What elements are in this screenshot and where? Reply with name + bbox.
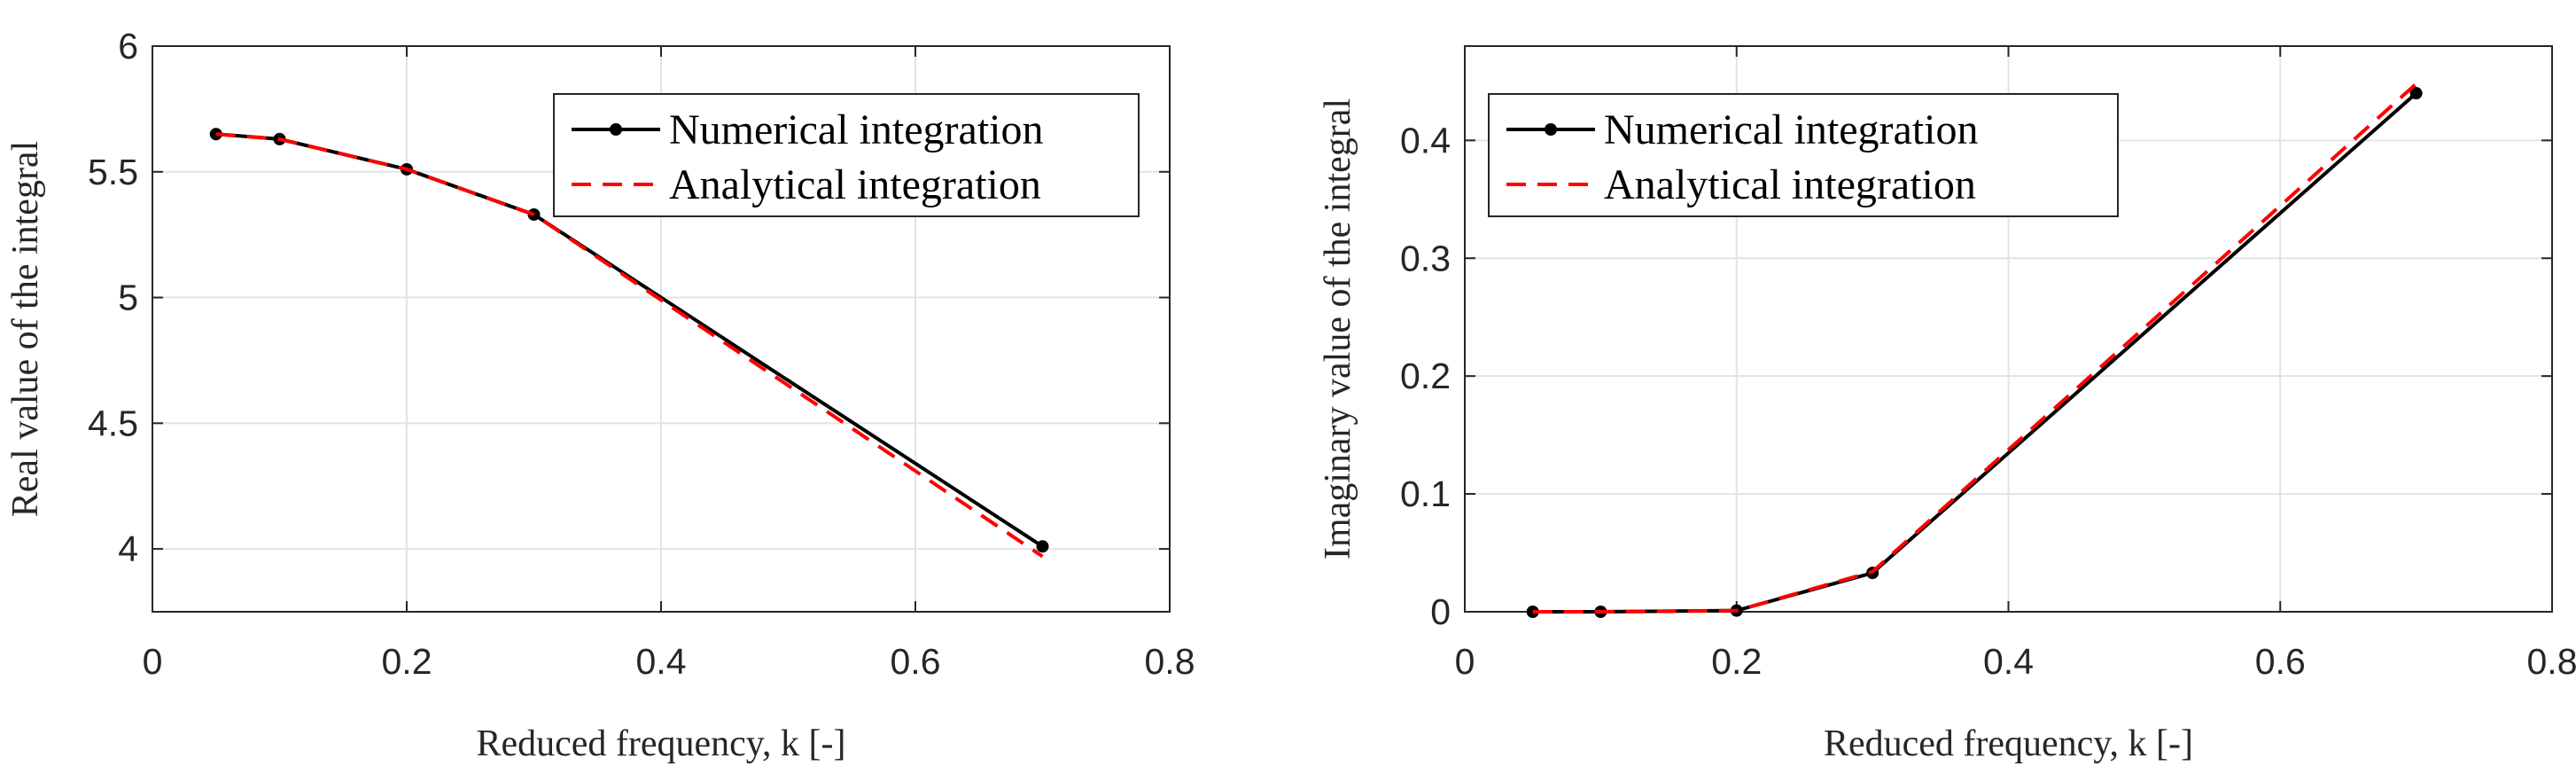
x-tick-label: 0.8 [1145,641,1195,682]
x-tick-label: 0 [1455,641,1475,682]
x-tick-label: 0.4 [636,641,687,682]
y-axis-label: Imaginary value of the integral [1318,98,1358,559]
y-tick-label: 0.1 [1400,473,1451,514]
x-tick-label: 0.2 [382,641,432,682]
y-tick-label: 4 [118,528,138,569]
y-axis-label: Real value of the integral [5,141,46,518]
data-point-marker [2409,87,2423,100]
y-tick-label: 6 [118,26,138,66]
legend-marker [1545,123,1557,136]
y-tick-label: 0.4 [1400,120,1451,160]
x-tick-label: 0.6 [891,641,941,682]
legend: Numerical integration Analytical integrat… [1488,93,2119,217]
legend-entry-label: Analytical integration [1604,161,1976,208]
series-line-analytical [1532,82,2417,614]
x-tick-label: 0.6 [2255,641,2306,682]
y-tick-label: 5.5 [88,152,138,192]
x-tick-label: 0.2 [1711,641,1762,682]
y-tick-label: 5 [118,278,138,318]
y-tick-label: 0.2 [1400,356,1451,396]
legend-box [553,93,1140,217]
legend-entry-label: Analytical integration [669,161,1041,208]
chart-2: 0 0.2 0.4 0.6 0.8 0 0.1 0.2 0.3 0.4 Reduced freque… [1318,45,2576,764]
legend-marker [610,123,622,136]
y-tick-label: 0 [1430,591,1451,632]
legend-entry-label: Numerical integration [1604,106,1979,153]
legend-box [1488,93,2119,217]
x-tick-label: 0.4 [1983,641,2034,682]
y-tick-label: 4.5 [88,403,138,443]
x-tick-label: 0 [143,641,163,682]
y-tick-label: 0.3 [1400,238,1451,278]
legend-entry-label: Numerical integration [669,106,1044,153]
series-line-analytical [215,132,1044,559]
x-axis-label: Reduced frequency, k [-] [476,723,845,764]
legend: Numerical integration Analytical integrat… [553,93,1140,217]
data-point-marker [1036,540,1049,553]
x-tick-label: 0.8 [2527,641,2576,682]
chart-1: 0 0.2 0.4 0.6 0.8 4 4.5 5 5.5 6 Reduced frequency,… [5,26,1195,764]
x-axis-label: Reduced frequency, k [-] [1824,723,2193,764]
